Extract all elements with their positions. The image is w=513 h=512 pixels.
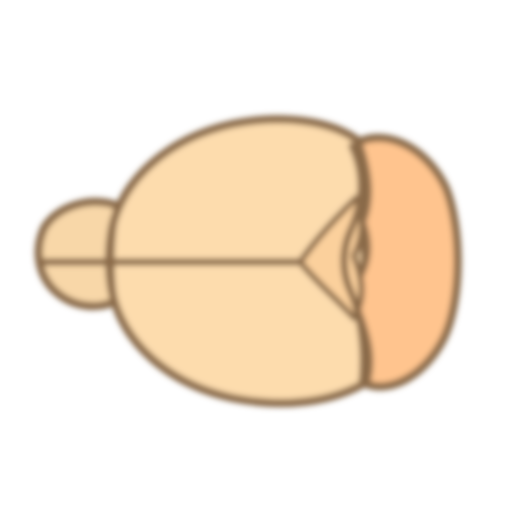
cerebellum-boundary xyxy=(340,142,367,388)
olfactory-bulb xyxy=(34,197,122,311)
bulb-cerebrum-boundary xyxy=(107,216,118,304)
